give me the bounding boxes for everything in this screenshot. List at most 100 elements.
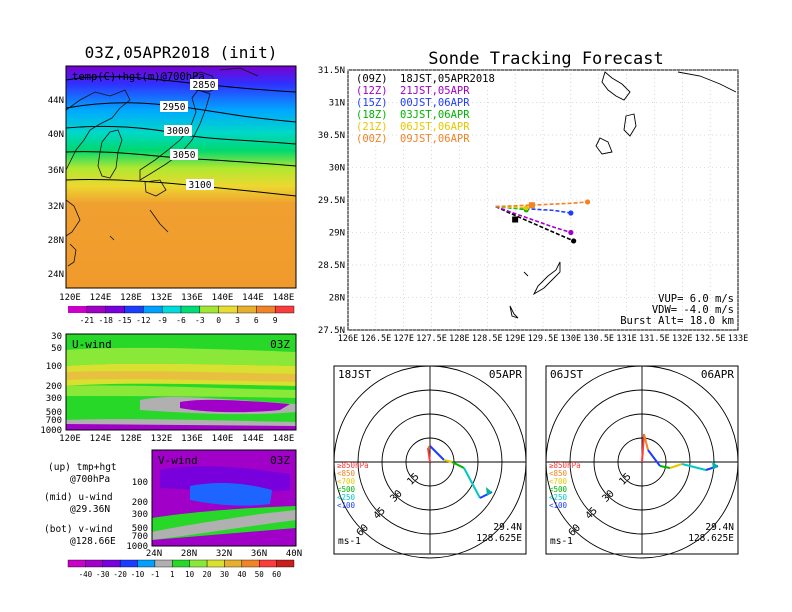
wind-colorbar-label: 30	[220, 570, 230, 579]
contour-label-bg	[160, 101, 188, 112]
hodograph-trace	[427, 447, 431, 463]
track-param: VUP= 6.0 m/s	[658, 293, 734, 305]
hodograph-level: <250	[337, 493, 356, 502]
hodograph-trace	[429, 445, 445, 461]
track-x-tick: 130E	[561, 334, 581, 344]
track-x-tick: 129E	[505, 334, 525, 344]
uwind-y-tick: 300	[46, 394, 62, 404]
colorbar-label: -18	[98, 316, 113, 325]
track-line	[495, 205, 527, 209]
track-x-tick: 133E	[728, 334, 748, 344]
uwind-x-tick: 144E	[242, 434, 264, 444]
track-x-tick: 132.5E	[695, 334, 726, 344]
map-lat-tick: 36N	[48, 166, 64, 176]
note-line: @29.36N	[70, 504, 110, 515]
uwind-y-tick: 200	[46, 382, 62, 392]
burst-marker	[528, 202, 535, 209]
hodograph-time: 06JST	[550, 368, 583, 381]
vwind-y-tick: 300	[132, 510, 148, 520]
track-y-tick: 28.5N	[318, 261, 345, 271]
uwind-x-tick: 136E	[181, 434, 203, 444]
legend-text: 00JST,06APR	[400, 97, 470, 109]
map-lon-ticks: 120E 124E 128E 132E 136E 140E 144E 148E	[59, 293, 294, 303]
map-lon-tick: 128E	[120, 293, 142, 303]
hodograph-trace	[669, 463, 683, 469]
contour-label: 3100	[189, 180, 212, 191]
colorbar-cell	[154, 559, 173, 568]
colorbar-label: -12	[136, 316, 151, 325]
vwind-x-tick: 24N	[146, 549, 162, 559]
uwind-x-ticks: 120E 124E 128E 132E 136E 140E 144E 148E	[59, 434, 294, 444]
note-line: (up) tmp+hgt	[48, 462, 117, 473]
map-lat-tick: 28N	[48, 236, 64, 246]
colorbar-label: -21	[80, 316, 95, 325]
colorbar-cell	[161, 305, 182, 314]
track-endpoint	[584, 199, 591, 205]
colorbar-cell	[86, 305, 106, 314]
track-x-tick: 127E	[393, 334, 413, 344]
vwind-field	[152, 466, 296, 546]
colorbar-cell	[206, 559, 225, 568]
colorbar-cell	[189, 559, 208, 568]
vwind-label: V-wind	[158, 454, 198, 467]
burst-marker	[512, 216, 519, 223]
colorbar-label: -6	[176, 316, 186, 325]
temp-field	[66, 66, 296, 288]
hodograph-trace	[443, 459, 453, 463]
legend-text: 03JST,06APR	[400, 109, 470, 121]
track-legend: (09Z) 18JST,05APR2018 (12Z) 21JST,05APR (15Z…	[356, 73, 495, 145]
map-lon-tick: 144E	[242, 293, 264, 303]
hodograph-trace	[647, 449, 661, 467]
uwind-x-tick: 128E	[120, 434, 142, 444]
uwind-y-tick: 100	[46, 362, 62, 372]
track-line	[495, 201, 588, 208]
track-y-ticks: 31.5N 31N 30.5N 30N 29.5N 29N 28.5N 28N 27.5N	[318, 66, 345, 336]
contour-labels: 2850 2950 3000 3050 3100	[160, 79, 218, 191]
map-lon-tick: 120E	[59, 293, 81, 303]
hodograph-trace	[641, 433, 645, 463]
track-x-tick: 128E	[449, 334, 469, 344]
uwind-x-tick: 140E	[212, 434, 234, 444]
track-y-tick: 27.5N	[318, 326, 345, 336]
contour-label: 2850	[193, 80, 216, 91]
vwind-x-tick: 36N	[251, 549, 267, 559]
uwind-label: U-wind	[72, 338, 112, 351]
track-x-tick: 126.5E	[360, 334, 391, 344]
hodograph-level: <500	[337, 485, 356, 494]
uwind-y-tick: 500	[46, 408, 62, 418]
map-lon-tick: 148E	[273, 293, 295, 303]
track-x-tick: 127.5E	[416, 334, 447, 344]
wind-colorbar-label: 20	[203, 570, 213, 579]
hodograph-trace	[463, 467, 481, 499]
track-line	[495, 205, 572, 234]
wind-colorbar-label: -20	[113, 570, 127, 579]
wind-colorbar-label: 10	[185, 570, 195, 579]
legend-text: 18JST,05APR2018	[400, 73, 495, 85]
track-endpoint	[568, 210, 574, 216]
contour-label-bg	[190, 79, 218, 90]
map-label: temp(C)+hgt(m)@700hPa	[72, 71, 205, 83]
legend-code: (15Z)	[356, 97, 388, 109]
track-y-tick: 31N	[329, 99, 345, 109]
hodograph-lat: 29.4N	[493, 522, 522, 533]
colorbar-cell	[124, 305, 144, 314]
track-x-ticks: 126E 126.5E 127E 127.5E 128E 128.5E 129E 129.5E…	[338, 334, 748, 344]
uwind-field	[66, 347, 296, 430]
legend-code: (21Z)	[356, 121, 388, 133]
colorbar-label: -3	[195, 316, 205, 325]
track-y-tick: 30.5N	[318, 131, 345, 141]
colorbar-cell	[137, 559, 156, 568]
colorbar-label: 3	[235, 316, 240, 325]
vwind-y-tick: 500	[132, 524, 148, 534]
wind-colorbar-label: -40	[79, 570, 93, 579]
uwind-y-tick: 1000	[40, 426, 62, 436]
track-x-tick: 128.5E	[472, 334, 503, 344]
vwind-y-tick: 100	[132, 478, 148, 488]
colorbar-cell	[85, 559, 103, 568]
left-title: 03Z,05APR2018 (init)	[85, 43, 278, 62]
hodograph-time: 18JST	[338, 368, 371, 381]
hodograph-level: <850	[549, 469, 568, 478]
wind-colorbar-label: -10	[131, 570, 145, 579]
